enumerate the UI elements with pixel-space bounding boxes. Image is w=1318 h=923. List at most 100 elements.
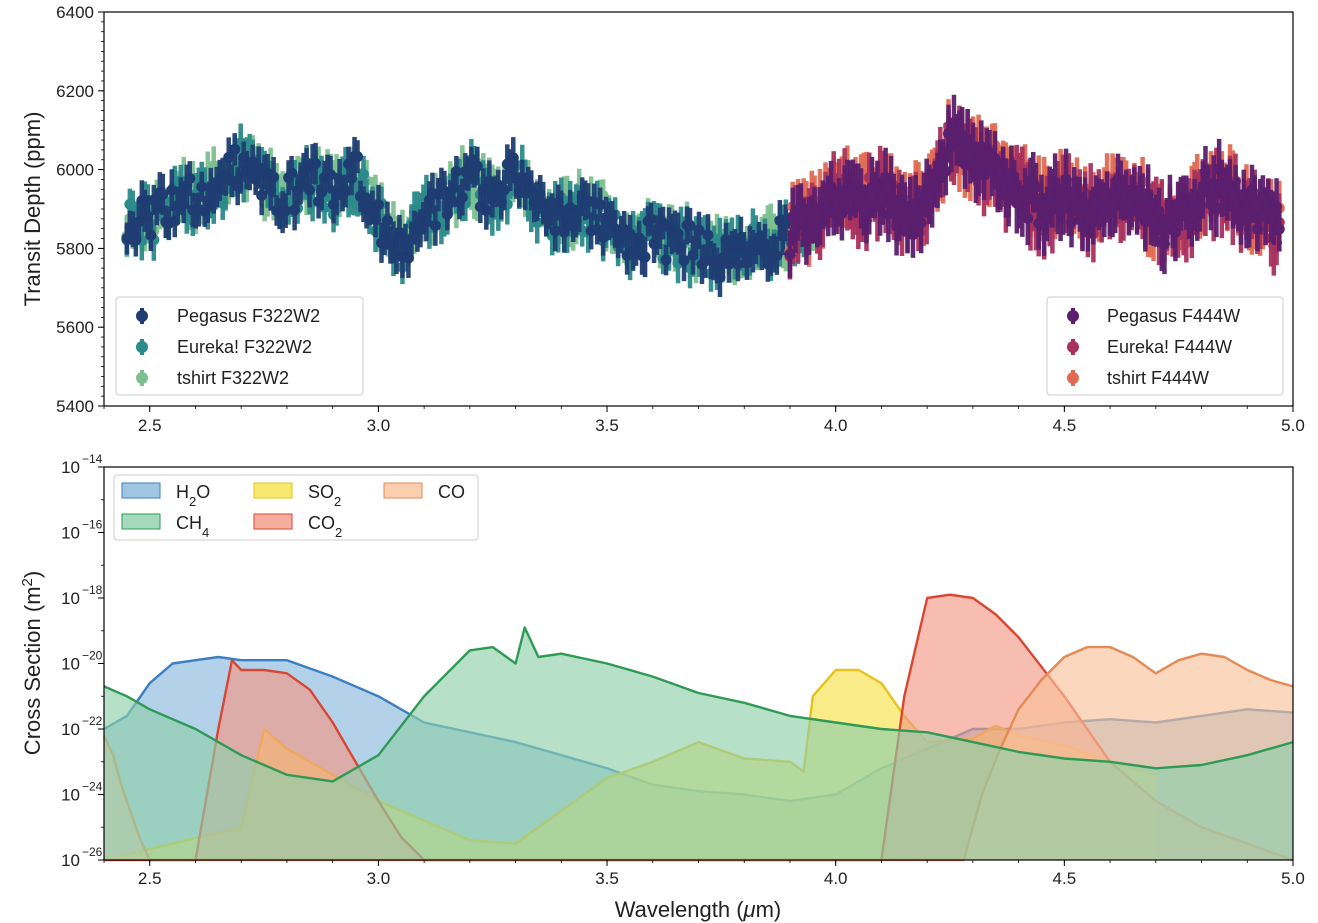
legend-swatch [253, 513, 293, 530]
data-point [660, 254, 672, 266]
legend-entry: tshirt F444W [1067, 368, 1209, 388]
data-point [915, 217, 927, 229]
x-tick-label: 3.5 [595, 869, 619, 888]
data-point [196, 181, 208, 193]
data-point [310, 158, 322, 170]
data-point [1022, 212, 1034, 224]
data-point [678, 254, 690, 266]
molecule-legend: H2O CH4 SO2 CO2 CO [113, 474, 479, 541]
y-tick-label: 10 [61, 458, 80, 477]
y-tick-label: 10 [61, 655, 80, 674]
data-point [771, 250, 783, 262]
y-tick-label: 10 [61, 851, 80, 870]
data-point [549, 225, 561, 237]
data-point [256, 189, 268, 201]
y-tick-exponent: −24 [82, 780, 103, 794]
x-tick-label: 4.0 [824, 869, 848, 888]
legend-entry: Pegasus F444W [1067, 306, 1240, 326]
y-tick-label: 6200 [56, 82, 94, 101]
y-tick-exponent: −16 [82, 518, 103, 532]
y-tick-label: 5600 [56, 318, 94, 337]
x-tick-label: 4.0 [824, 416, 848, 435]
legend-label: tshirt F322W2 [177, 368, 289, 388]
x-tick-label: 4.5 [1053, 416, 1077, 435]
data-point [940, 165, 952, 177]
top-x-ticks: 2.5 3.0 3.5 4.0 4.5 5.0 [103, 406, 1305, 435]
data-point [280, 205, 292, 217]
data-point [166, 184, 178, 196]
data-point [471, 160, 483, 172]
x-tick-label: 5.0 [1281, 416, 1305, 435]
data-point [784, 248, 796, 260]
data-point [498, 184, 510, 196]
legend-label: Pegasus F322W2 [177, 306, 320, 326]
y-tick-label: 10 [61, 524, 80, 543]
data-point [429, 220, 441, 232]
data-point [393, 226, 405, 238]
x-tick-label: 3.5 [595, 416, 619, 435]
x-tick-label: 2.5 [138, 869, 162, 888]
data-point [352, 151, 364, 163]
data-point [880, 172, 892, 184]
y-tick-label: 10 [61, 786, 80, 805]
bottom-x-ticks: 2.5 3.0 3.5 4.0 4.5 5.0 [103, 860, 1305, 888]
data-point [594, 199, 606, 211]
bottom-y-axis-label: Cross Section (m2) [19, 571, 46, 755]
y-tick-label: 6400 [56, 3, 94, 22]
legend-f322w2: Pegasus F322W2 Eureka! F322W2 tshirt F32… [115, 296, 364, 396]
area-line [103, 626, 1294, 783]
data-point [720, 233, 732, 245]
legend-entry: CO [383, 482, 465, 502]
y-tick-exponent: −22 [82, 714, 103, 728]
series-2 [784, 94, 1285, 278]
top-y-ticks: 5400 5600 5800 6000 6200 6400 [56, 3, 104, 416]
data-point [480, 205, 492, 217]
x-tick-label: 3.0 [367, 869, 391, 888]
data-point [450, 166, 462, 178]
y-tick-label: 10 [61, 589, 80, 608]
data-point [184, 172, 196, 184]
legend-entry: Eureka! F444W [1067, 337, 1232, 357]
area-fill [104, 627, 1293, 860]
legend-entry: Pegasus F322W2 [136, 306, 320, 326]
legend-f444w: Pegasus F444W Eureka! F444W tshirt F444W [1046, 296, 1284, 396]
top-y-axis-label: Transit Depth (ppm) [20, 112, 45, 307]
data-point [684, 219, 696, 231]
data-point [1210, 202, 1222, 214]
legend-box [115, 296, 364, 396]
data-point [714, 271, 726, 283]
data-point [340, 185, 352, 197]
data-point [157, 188, 169, 200]
x-axis-label: Wavelength (μm) [615, 897, 782, 922]
legend-swatch [121, 482, 161, 499]
legend-label: Eureka! F322W2 [177, 337, 312, 357]
data-point [372, 199, 384, 211]
data-point [229, 143, 241, 155]
y-tick-exponent: −18 [82, 583, 103, 597]
data-point [381, 214, 393, 226]
legend-label: CO [438, 482, 465, 502]
x-tick-label: 5.0 [1281, 869, 1305, 888]
legend-entry: Eureka! F322W2 [136, 337, 312, 357]
legend-swatch [383, 482, 423, 499]
legend-label: tshirt F444W [1107, 368, 1209, 388]
transit-depth-panel: 5400 5600 5800 6000 6200 6400 2.5 3.0 3.5 4.0 4.5… [20, 3, 1305, 435]
data-point [223, 151, 235, 163]
y-tick-label: 5400 [56, 397, 94, 416]
data-point [325, 169, 337, 181]
legend-swatch [253, 482, 293, 499]
data-point [145, 229, 157, 241]
x-tick-label: 2.5 [138, 416, 162, 435]
y-tick-exponent: −14 [82, 452, 103, 466]
x-tick-label: 3.0 [367, 416, 391, 435]
x-tick-label: 4.5 [1053, 869, 1077, 888]
y-tick-exponent: −26 [82, 845, 103, 859]
y-tick-label: 10 [61, 720, 80, 739]
legend-label: Eureka! F444W [1107, 337, 1232, 357]
data-point [456, 191, 468, 203]
y-tick-exponent: −20 [82, 649, 103, 663]
data-point [825, 181, 837, 193]
area-series-1 [103, 626, 1294, 860]
legend-label: Pegasus F444W [1107, 306, 1240, 326]
data-point [1273, 223, 1285, 235]
